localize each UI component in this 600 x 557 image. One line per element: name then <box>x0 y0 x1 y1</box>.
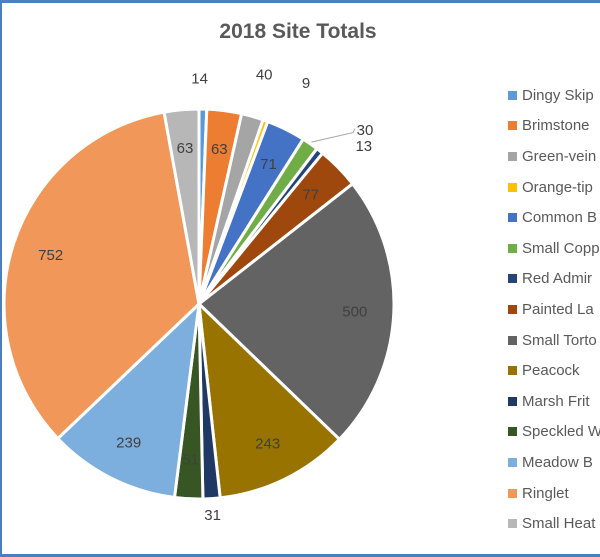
legend-label: Speckled W <box>522 423 600 441</box>
data-label-brimstone: 63 <box>211 141 228 158</box>
legend-item-speckled-wood: Speckled W <box>508 417 600 448</box>
legend-swatch <box>508 366 517 376</box>
data-label-orange-tip: 9 <box>302 75 310 92</box>
data-label-peacock: 243 <box>255 436 280 453</box>
legend-label: Small Torto <box>522 331 597 349</box>
legend-item-orange-tip: Orange-tip <box>508 172 600 203</box>
legend-swatch <box>508 90 517 100</box>
legend-label: Red Admir <box>522 270 593 288</box>
legend-label: Green-vein <box>522 147 597 165</box>
legend-item-small-copper: Small Copp <box>508 233 600 264</box>
data-label-speckled-wood: 51 <box>182 451 199 468</box>
legend-label: Small Heat <box>522 515 596 533</box>
legend-label: Painted La <box>522 300 594 318</box>
legend-swatch <box>508 213 517 223</box>
legend-swatch <box>508 243 517 253</box>
leader-line-small-copper <box>311 128 356 143</box>
data-label-marsh-fritillary: 31 <box>204 507 221 524</box>
legend-swatch <box>508 274 517 284</box>
data-label-common-blue: 71 <box>260 156 277 173</box>
data-label-painted-lady: 77 <box>302 187 319 204</box>
pie-slice-peacock <box>197 302 341 500</box>
legend-label: Orange-tip <box>522 178 593 196</box>
data-label-ringlet: 752 <box>38 247 63 264</box>
legend-swatch <box>508 304 517 314</box>
legend-item-dingy-skipper: Dingy Skip <box>508 80 600 111</box>
legend: Dingy Skip Brimstone Green-vein Orange-tip C… <box>508 80 600 539</box>
legend-item-ringlet: Ringlet <box>508 478 600 509</box>
legend-item-painted-lady: Painted La <box>508 294 600 325</box>
legend-swatch <box>508 151 517 161</box>
legend-item-meadow-brown: Meadow B <box>508 447 600 478</box>
legend-label: Ringlet <box>522 484 569 502</box>
legend-item-common-blue: Common B <box>508 202 600 233</box>
legend-label: Dingy Skip <box>522 86 594 104</box>
legend-label: Peacock <box>522 362 580 380</box>
legend-swatch <box>508 182 517 192</box>
legend-label: Common B <box>522 209 598 227</box>
legend-label: Small Copp <box>522 239 600 257</box>
legend-swatch <box>508 488 517 498</box>
legend-swatch <box>508 396 517 406</box>
pie-slice-small-tortoiseshell <box>197 182 396 441</box>
legend-swatch <box>508 519 517 529</box>
legend-label: Brimstone <box>522 117 590 135</box>
pie-slice-meadow-brown <box>56 302 201 499</box>
legend-item-peacock: Peacock <box>508 355 600 386</box>
legend-item-small-heath: Small Heat <box>508 508 600 539</box>
legend-label: Meadow B <box>522 453 593 471</box>
legend-swatch <box>508 427 517 437</box>
data-label-dingy-skipper: 14 <box>191 71 208 88</box>
legend-item-small-tortoiseshell: Small Torto <box>508 325 600 356</box>
legend-item-marsh-fritillary: Marsh Frit <box>508 386 600 417</box>
legend-swatch <box>508 457 517 467</box>
data-label-meadow-brown: 239 <box>116 435 141 452</box>
data-label-green-veined-white: 40 <box>256 67 273 84</box>
legend-swatch <box>508 335 517 345</box>
legend-item-green-veined-white: Green-vein <box>508 141 600 172</box>
legend-item-brimstone: Brimstone <box>508 111 600 142</box>
pie-slice-small-heath <box>162 107 201 306</box>
legend-label: Marsh Frit <box>522 392 590 410</box>
legend-item-red-admiral: Red Admir <box>508 264 600 295</box>
pie-slice-ringlet <box>2 110 201 440</box>
data-label-red-admiral: 13 <box>355 138 372 155</box>
chart-title: 2018 Site Totals <box>219 20 377 43</box>
legend-swatch <box>508 121 517 131</box>
data-label-small-tortoiseshell: 500 <box>342 304 367 321</box>
data-label-small-heath: 63 <box>177 140 194 157</box>
data-label-small-copper: 30 <box>357 122 374 139</box>
